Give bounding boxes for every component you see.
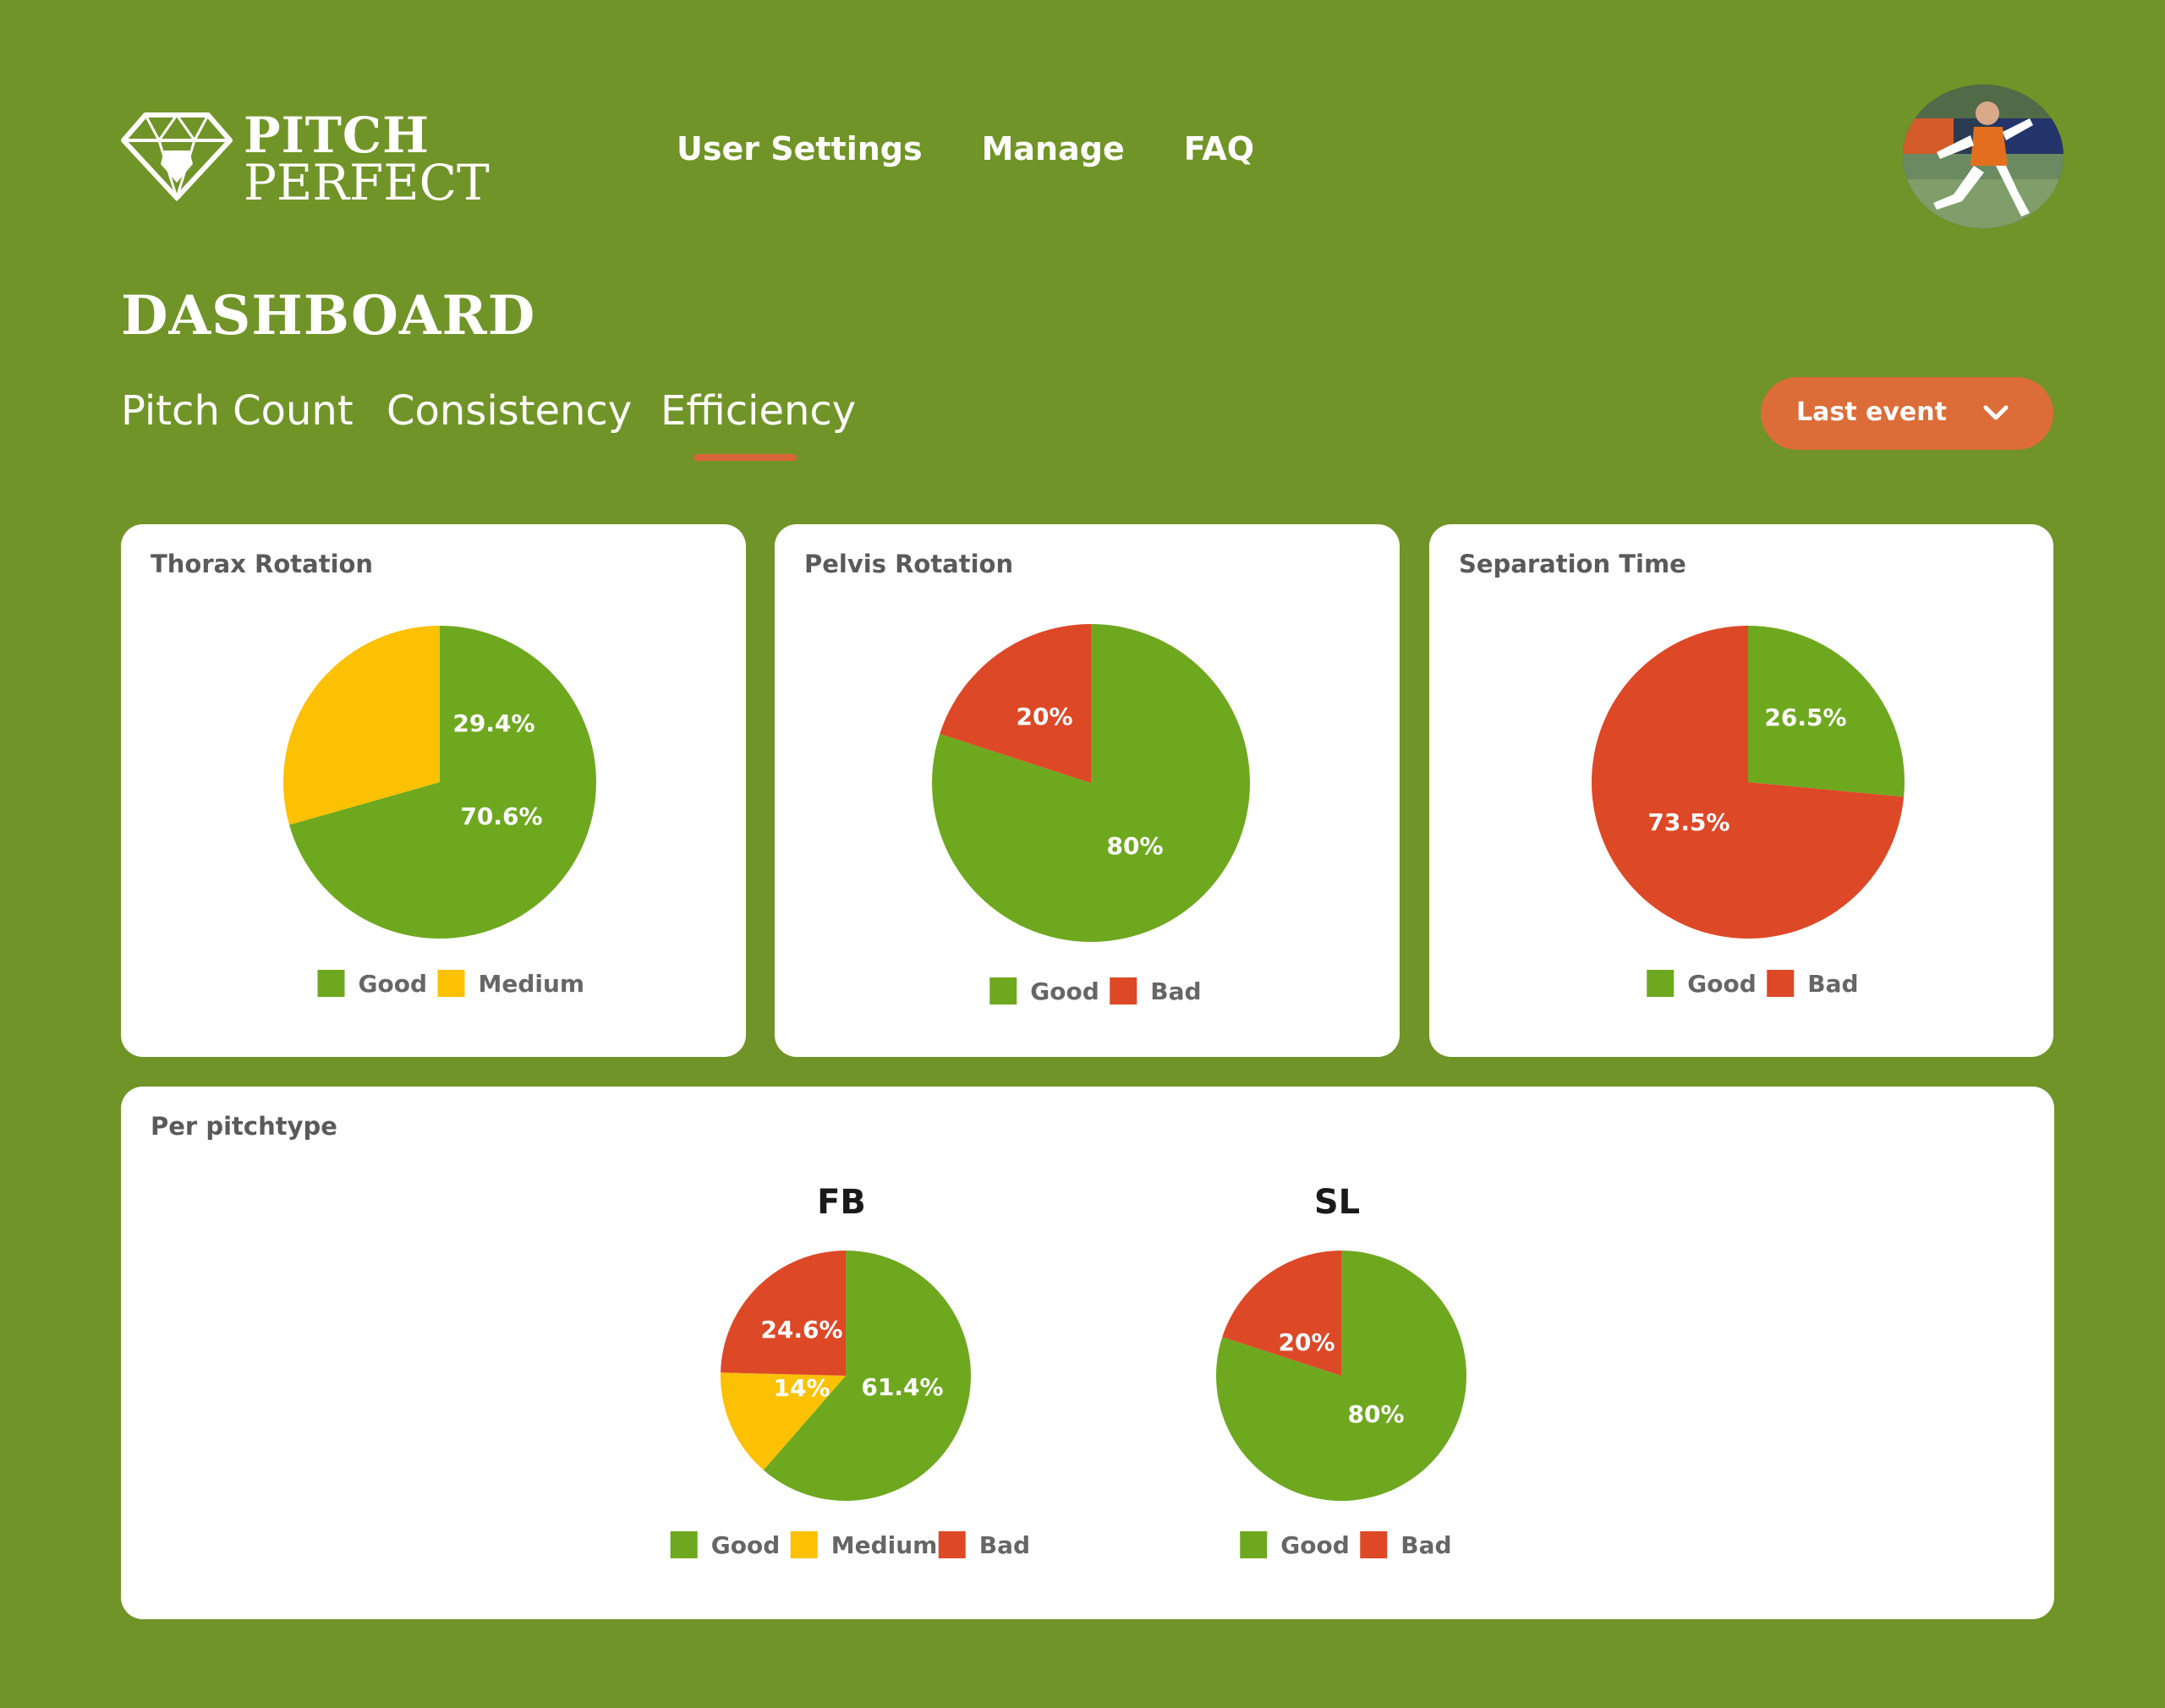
page-title: DASHBOARD [121,284,536,348]
data-label-medium: 29.4% [452,709,534,737]
legend-label: Good [1280,1531,1350,1559]
legend-label: Medium [831,1531,938,1559]
pie-slice-good [763,1251,971,1501]
legend-item-bad[interactable]: Bad [1360,1531,1452,1559]
data-label-bad: 20% [1278,1328,1335,1356]
legend-label: Bad [1400,1531,1451,1559]
nav-user-settings[interactable]: User Settings [677,130,923,167]
separation-time-pie-chart: 26.5% 73.5% Good Bad [1592,626,1905,998]
pie-slice-bad [940,624,1091,783]
pie-slice-bad [721,1251,846,1376]
legend-item-medium[interactable]: Medium [790,1531,938,1559]
legend-label: Good [711,1531,781,1559]
nav-manage[interactable]: Manage [981,130,1125,167]
card-title: Thorax Rotation [151,550,374,578]
legend-item-good[interactable]: Good [317,970,428,998]
legend-swatch [1647,970,1674,997]
legend-item-bad[interactable]: Bad [1767,970,1859,998]
legend-item-good[interactable]: Good [1240,1531,1350,1559]
sl-pie-chart: 80% 20% SL Good Bad [1216,1183,1466,1559]
legend-item-bad[interactable]: Bad [1110,977,1202,1005]
chart-title: FB [817,1183,866,1222]
card-title: Per pitchtype [151,1112,337,1141]
data-label-good: 70.6% [460,802,542,830]
pie-slice-good [289,626,596,939]
legend-swatch [790,1531,818,1558]
user-avatar[interactable] [1903,85,2064,228]
event-select-value: Last event [1796,397,1947,427]
legend-label: Bad [1807,970,1858,998]
pie-slice-bad [1222,1251,1341,1376]
card-title: Pelvis Rotation [804,550,1014,578]
chart-title: SL [1314,1183,1360,1222]
legend-swatch [317,970,345,997]
data-label-bad: 24.6% [760,1316,842,1344]
card-per-pitchtype: Per pitchtype 61.4% 14% 24.6% FB Good Medium B… [121,1087,2054,1619]
card-separation-time: Separation Time 26.5% 73.5% Good Bad [1429,524,2053,1057]
data-label-bad: 20% [1016,703,1072,731]
legend-label: Good [1030,977,1099,1005]
pie-slice-good [1748,626,1905,797]
legend-swatch [989,977,1017,1005]
legend-swatch [938,1531,966,1558]
thorax-rotation-pie-chart: 70.6% 29.4% Good Medium [283,626,596,998]
data-label-bad: 73.5% [1647,808,1729,836]
legend-label: Medium [479,970,585,998]
pie-slice-medium [721,1372,846,1470]
legend-item-good[interactable]: Good [1647,970,1757,998]
legend-swatch [1240,1531,1268,1558]
pie-slice-bad [1592,626,1905,939]
tab-consistency[interactable]: Consistency [386,387,633,435]
event-select[interactable]: Last event [1761,377,2053,450]
data-label-good: 80% [1347,1400,1404,1428]
pie-slice-medium [283,626,440,825]
card-pelvis-rotation: Pelvis Rotation 80% 20% Good Bad [775,524,1400,1057]
legend-item-medium[interactable]: Medium [437,970,585,998]
tab-efficiency[interactable]: Efficiency [660,387,857,435]
legend-label: Good [1687,970,1757,998]
pelvis-rotation-pie-chart: 80% 20% Good Bad [932,624,1250,1005]
legend-label: Good [359,970,428,998]
data-label-good: 80% [1106,832,1163,860]
legend-swatch [1767,970,1795,997]
legend-swatch [1110,977,1137,1005]
nav-faq[interactable]: FAQ [1183,130,1255,167]
legend-swatch [437,970,465,997]
chevron-down-icon [1983,405,2009,420]
brand-word-perfect: PERFECT [244,154,490,211]
legend-item-good[interactable]: Good [989,977,1099,1005]
legend-swatch [670,1531,698,1558]
data-label-good: 61.4% [861,1373,943,1401]
active-tab-indicator [693,454,797,461]
brand-word-pitch: PITCH [244,107,430,164]
pitch-perfect-logo[interactable]: PITCH PERFECT [120,107,490,211]
diamond-logo-icon [121,112,233,201]
pitcher-photo [1903,85,2064,228]
data-label-medium: 14% [773,1374,830,1402]
legend-item-bad[interactable]: Bad [938,1531,1030,1559]
top-nav: User Settings Manage FAQ [677,130,1254,167]
card-title: Separation Time [1459,550,1686,578]
legend-label: Bad [979,1531,1030,1559]
legend-label: Bad [1150,977,1201,1005]
fb-pie-chart: 61.4% 14% 24.6% FB Good Medium Bad [670,1183,1030,1559]
card-thorax-rotation: Thorax Rotation 70.6% 29.4% Good Medium [121,524,746,1057]
tab-pitch-count[interactable]: Pitch Count [121,387,354,435]
legend-item-good[interactable]: Good [670,1531,781,1559]
data-label-good: 26.5% [1764,703,1846,731]
legend-swatch [1360,1531,1388,1558]
